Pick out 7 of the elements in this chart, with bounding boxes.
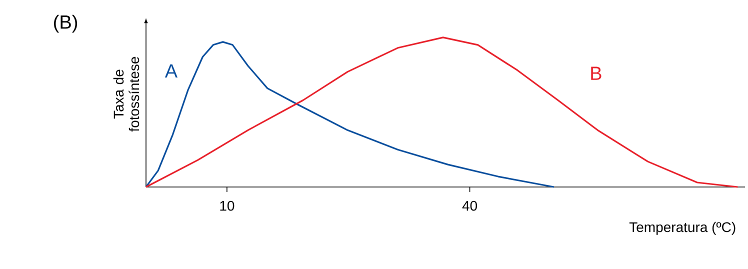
x-tick-label: 40: [462, 200, 478, 211]
series-label: B: [591, 66, 602, 80]
x-axis-title: Temperatura (ºC): [629, 222, 736, 235]
x-tick-label: 10: [220, 200, 234, 211]
series-label: A: [164, 64, 178, 78]
y-axis-title: Taxa de fotossíntese: [113, 56, 140, 132]
chart-title: (B): [54, 14, 78, 33]
